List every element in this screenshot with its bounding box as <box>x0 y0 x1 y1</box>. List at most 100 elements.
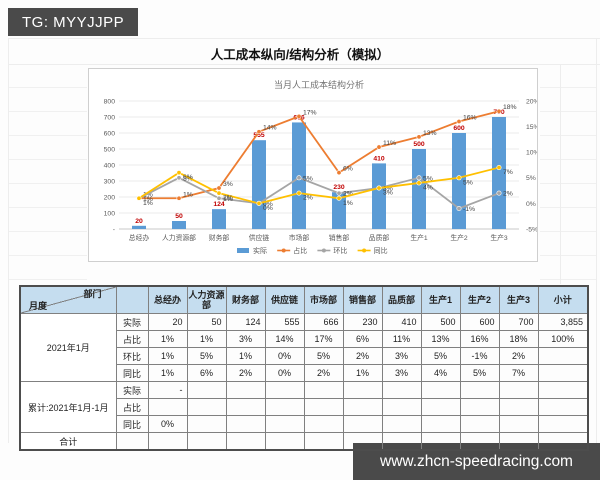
column-header-生产3: 生产3 <box>498 285 539 314</box>
grid-line <box>8 38 9 443</box>
table-cell <box>303 432 344 451</box>
svg-text:600: 600 <box>104 130 116 137</box>
table-cell <box>459 398 500 416</box>
table-cell <box>186 398 227 416</box>
table-cell: 5% <box>186 347 227 365</box>
table-cell <box>186 381 227 399</box>
svg-text:6%: 6% <box>343 166 353 173</box>
table-row: 同比 1% 6% 2% 0% 2% 1% 3% 4% 5% 7% <box>20 364 589 382</box>
table-row: 2021年1月 实际 20 50 124 555 666 230 410 500 600 700 3,8… <box>19 313 589 382</box>
svg-text:市场部: 市场部 <box>289 233 310 242</box>
table-cell: 2% <box>498 347 539 365</box>
table-cell <box>537 347 589 365</box>
table-cell: 1% <box>147 364 188 382</box>
svg-text:400: 400 <box>104 162 116 169</box>
corner-month-label: 月度 <box>29 300 48 311</box>
svg-text:3%: 3% <box>383 186 393 193</box>
row-label: 实际 <box>115 313 149 331</box>
table-cell <box>225 432 266 451</box>
table-cell <box>537 381 589 399</box>
grid-line <box>560 64 561 284</box>
page-title: 人工成本纵向/结构分析（模拟） <box>210 48 390 62</box>
table-cell <box>381 432 422 451</box>
svg-text:财务部: 财务部 <box>209 233 230 242</box>
svg-text:生产3: 生产3 <box>490 233 508 242</box>
column-header-生产1: 生产1 <box>420 285 461 314</box>
table-cell <box>498 381 539 399</box>
table-cell <box>303 381 344 399</box>
svg-text:555: 555 <box>253 132 265 139</box>
combo-chart: 当月人工成本结构分析 - 100 200 300 400 500 600 700 800 -5% 0%… <box>104 79 537 255</box>
cost-table: 部门 月度 总经办 人力资源部 财务部 供应链 市场部 销售部 品质部 生产1 生产2 生产3 小计 20… <box>19 285 589 451</box>
table-cell <box>342 398 383 416</box>
svg-text:3%: 3% <box>223 181 233 188</box>
table-row: 占比 1% 1% 3% 14% 17% 6% 11% 13% 16% 18% 100% <box>20 330 589 348</box>
table-cell <box>303 415 344 433</box>
table-cell: 5% <box>459 364 500 382</box>
table-cell <box>186 415 227 433</box>
svg-text:500: 500 <box>104 146 116 153</box>
group-label: 合计 <box>19 432 117 451</box>
table-cell <box>537 398 589 416</box>
legend-item-同比: 同比 <box>374 246 388 255</box>
column-header-销售部: 销售部 <box>342 285 383 314</box>
table-cell: 3% <box>225 330 266 348</box>
row-label <box>115 432 149 451</box>
table-cell: 666 <box>303 313 344 331</box>
svg-text:6%: 6% <box>183 174 193 181</box>
table-cell <box>264 432 305 451</box>
table-cell <box>264 398 305 416</box>
table-cell <box>381 398 422 416</box>
table-cell: 5% <box>303 347 344 365</box>
column-header-市场部: 市场部 <box>303 285 344 314</box>
svg-text:2%: 2% <box>223 195 233 202</box>
legend-item-实际: 实际 <box>253 246 267 255</box>
svg-text:当月人工成本结构分析: 当月人工成本结构分析 <box>274 79 364 90</box>
table-cell: 3% <box>381 347 422 365</box>
table-cell <box>498 398 539 416</box>
legend-item-占比: 占比 <box>293 246 307 255</box>
table-cell <box>498 415 539 433</box>
group-label: 累计:2021年1月-1月 <box>19 381 117 433</box>
svg-text:3%: 3% <box>383 190 393 197</box>
watermark-top-badge: TG: MYYJJPP <box>8 8 139 36</box>
row-label: 环比 <box>115 347 149 365</box>
table-cell <box>420 432 461 451</box>
table-cell: 3% <box>381 364 422 382</box>
table-cell: 6% <box>186 364 227 382</box>
svg-text:500: 500 <box>413 141 425 148</box>
table-row: 同比 0% <box>20 415 589 433</box>
column-header-品质部: 品质部 <box>381 285 422 314</box>
svg-text:2%: 2% <box>343 191 353 198</box>
table-cell: 1% <box>147 330 188 348</box>
table-cell: 555 <box>264 313 305 331</box>
table-cell <box>225 415 266 433</box>
table-cell <box>381 381 422 399</box>
table-cell <box>186 432 227 451</box>
svg-text:16%: 16% <box>463 114 477 121</box>
table-cell <box>342 381 383 399</box>
svg-text:5%: 5% <box>463 179 473 186</box>
table-cell <box>264 415 305 433</box>
table-cell <box>225 381 266 399</box>
svg-text:17%: 17% <box>303 109 317 116</box>
table-cell <box>420 398 461 416</box>
svg-text:100: 100 <box>104 210 116 217</box>
column-header-小计: 小计 <box>537 285 589 314</box>
table-cell: 18% <box>498 330 539 348</box>
svg-text:20: 20 <box>135 218 143 225</box>
svg-text:0%: 0% <box>526 201 536 208</box>
table-cell: 13% <box>420 330 461 348</box>
table-cell <box>147 398 188 416</box>
table-cell <box>537 364 589 382</box>
svg-text:230: 230 <box>333 184 345 191</box>
svg-text:-5%: -5% <box>526 226 537 233</box>
table-cell <box>381 415 422 433</box>
svg-text:品质部: 品质部 <box>369 233 390 242</box>
column-header-总经办: 总经办 <box>147 285 188 314</box>
table-cell <box>537 432 589 451</box>
table-cell: 6% <box>342 330 383 348</box>
table-cell <box>342 415 383 433</box>
svg-text:124: 124 <box>213 201 225 208</box>
table-cell: -1% <box>459 347 500 365</box>
